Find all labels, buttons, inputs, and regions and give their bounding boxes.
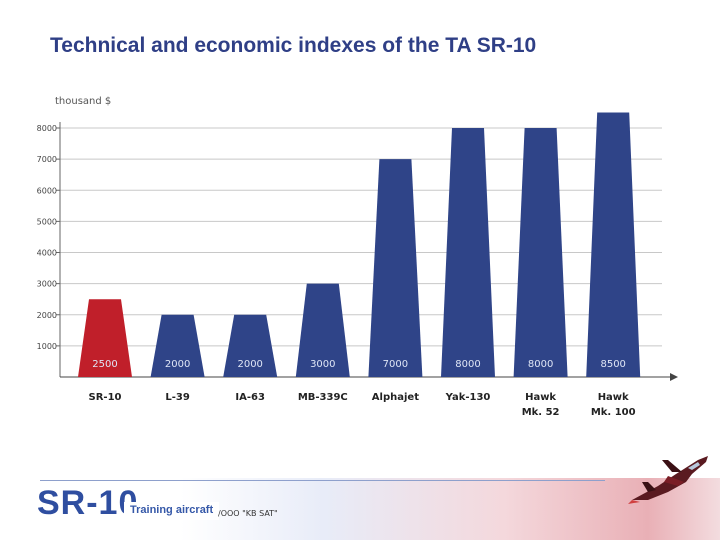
bar [441, 128, 495, 377]
x-tick-label: MB-339C [298, 392, 348, 403]
footer-divider [40, 480, 605, 481]
x-tick-label: Hawk [598, 392, 629, 403]
bar-value-label: 7000 [383, 359, 408, 370]
bar [223, 314, 278, 377]
y-tick-label: 7000 [37, 155, 57, 164]
y-tick-label: 8000 [37, 124, 57, 133]
bar-value-label: 8000 [528, 359, 553, 370]
y-tick-label: 3000 [37, 280, 57, 289]
x-tick-label: Hawk [525, 392, 556, 403]
bar-value-label: 8500 [600, 359, 625, 370]
x-tick-label: Mk. 100 [591, 407, 636, 418]
x-tick-label: Mk. 52 [522, 407, 560, 418]
x-tick-label: Alphajet [372, 392, 419, 403]
jet-aircraft-icon [628, 456, 708, 504]
company-name: /ООО "KB SAT" [218, 509, 278, 518]
x-tick-label: Yak-130 [445, 392, 491, 403]
y-tick-label: 4000 [37, 249, 57, 258]
x-tick-label: L-39 [165, 392, 189, 403]
y-tick-label: 5000 [37, 217, 57, 226]
x-tick-label: IA-63 [235, 392, 265, 403]
bar [586, 112, 641, 377]
y-tick-label: 1000 [37, 342, 57, 351]
bar-value-label: 2000 [165, 359, 190, 370]
y-axis-unit-label: thousand $ [55, 96, 112, 107]
chart-title: Technical and economic indexes of the TA… [50, 34, 537, 57]
y-tick-label: 6000 [37, 186, 57, 195]
bar-value-label: 2500 [92, 359, 117, 370]
footer-band [0, 478, 720, 540]
bar [78, 299, 132, 377]
sr10-logo: SR-10 [37, 484, 139, 522]
bar [368, 159, 423, 377]
bar-value-label: 2000 [237, 359, 262, 370]
logo-subtitle: Training aircraft [124, 502, 220, 520]
bar [150, 314, 205, 377]
bar [295, 283, 350, 377]
bar-value-label: 8000 [455, 359, 480, 370]
bar-value-label: 3000 [310, 359, 335, 370]
y-tick-label: 2000 [37, 311, 57, 320]
x-tick-label: SR-10 [89, 392, 122, 403]
x-axis-arrow [670, 373, 678, 381]
bar [513, 128, 568, 377]
